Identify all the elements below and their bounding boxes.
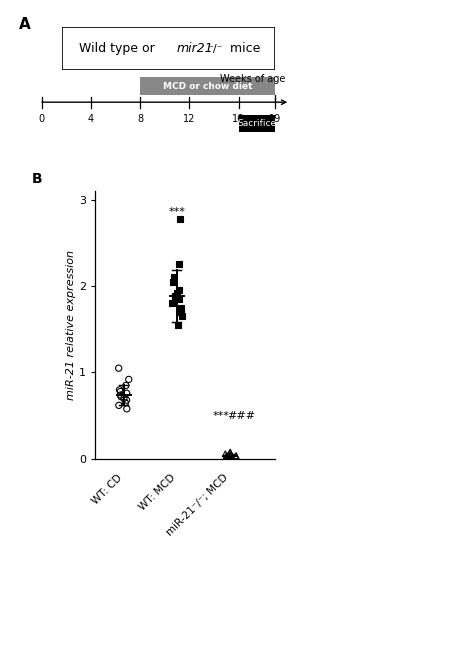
Point [228, 452, 236, 462]
Bar [140, 77, 275, 95]
Point [121, 397, 129, 408]
Point [225, 450, 232, 460]
Text: 12: 12 [183, 115, 195, 125]
Point [175, 293, 183, 304]
Point [227, 450, 235, 460]
Text: 16: 16 [232, 115, 245, 125]
Text: 4: 4 [88, 115, 94, 125]
Point [232, 451, 239, 462]
Point [225, 453, 232, 464]
Point [115, 363, 122, 374]
Text: mice: mice [226, 42, 260, 55]
Point [117, 390, 125, 401]
Point [227, 448, 234, 458]
Point [226, 447, 234, 458]
Point [223, 450, 230, 461]
Point [172, 291, 179, 302]
Text: Wild type or: Wild type or [79, 42, 158, 55]
Point [117, 386, 124, 397]
Text: 0: 0 [38, 115, 45, 125]
Point [120, 393, 128, 404]
Point [123, 388, 130, 399]
Point [232, 450, 240, 461]
Text: Sacrifice: Sacrifice [237, 119, 276, 128]
Point [176, 213, 184, 224]
Text: ###: ### [228, 411, 255, 421]
Point [168, 298, 175, 309]
Point [171, 272, 178, 283]
Point [175, 285, 182, 295]
Point [174, 320, 182, 330]
Point [125, 374, 133, 385]
Point [176, 259, 183, 270]
Text: A: A [19, 17, 31, 31]
Point [173, 287, 181, 298]
Text: Weeks of age: Weeks of age [220, 74, 285, 84]
Text: ***: *** [168, 206, 185, 216]
Point [177, 302, 184, 313]
Point [178, 311, 185, 322]
Point [116, 385, 123, 395]
Point [115, 400, 123, 411]
Point [222, 452, 229, 462]
Text: 8: 8 [137, 115, 143, 125]
Text: mir21: mir21 [177, 42, 214, 55]
Point [178, 307, 185, 318]
Text: WT: MCD: WT: MCD [137, 472, 177, 513]
Bar [238, 115, 275, 132]
Point [170, 276, 177, 287]
Text: miR-21⁻/⁻; MCD: miR-21⁻/⁻; MCD [164, 472, 230, 538]
Point [228, 453, 236, 464]
Point [221, 448, 229, 459]
Text: ⁻/⁻: ⁻/⁻ [208, 44, 223, 54]
Point [117, 391, 125, 402]
Text: B: B [32, 172, 42, 186]
Y-axis label: miR-21 relative expression: miR-21 relative expression [66, 250, 76, 400]
Point [123, 395, 130, 405]
Text: MCD or chow diet: MCD or chow diet [163, 82, 253, 90]
Text: 19: 19 [269, 115, 282, 125]
Text: WT: CD: WT: CD [90, 472, 124, 506]
Point [123, 403, 131, 414]
Text: ***: *** [212, 411, 229, 421]
Point [224, 451, 232, 462]
Point [122, 380, 130, 391]
